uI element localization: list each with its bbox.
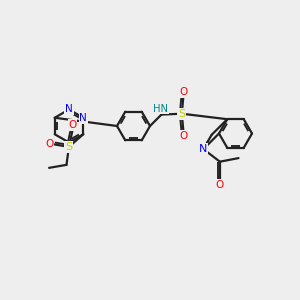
Text: N: N (65, 104, 73, 115)
Text: O: O (45, 140, 53, 149)
Text: S: S (178, 109, 185, 119)
Text: S: S (65, 142, 73, 152)
Text: O: O (68, 120, 76, 130)
Text: N: N (199, 144, 208, 154)
Text: O: O (179, 87, 188, 97)
Text: HN: HN (153, 103, 168, 114)
Text: N: N (80, 113, 87, 123)
Text: O: O (216, 180, 224, 190)
Text: O: O (179, 130, 188, 141)
